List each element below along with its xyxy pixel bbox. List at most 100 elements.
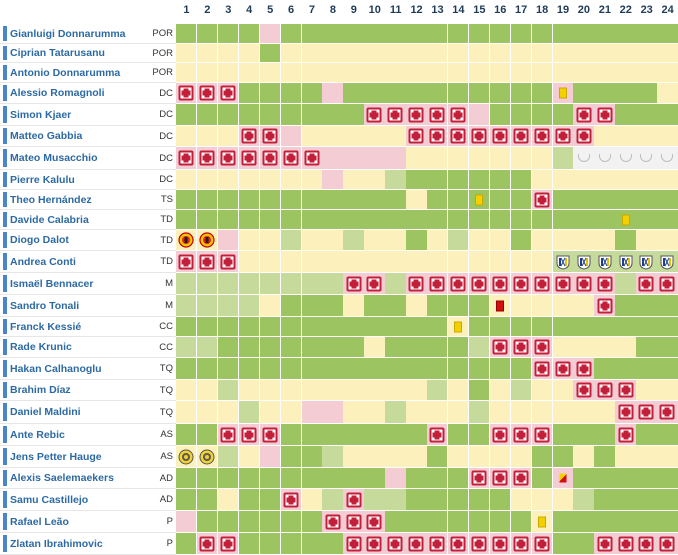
match-cell[interactable] <box>217 446 240 468</box>
match-cell[interactable] <box>322 251 344 273</box>
match-cell[interactable] <box>406 83 428 104</box>
match-cell[interactable] <box>406 489 428 511</box>
match-cell[interactable] <box>615 170 637 190</box>
match-cell[interactable] <box>427 533 449 555</box>
match-cell[interactable] <box>280 401 302 424</box>
player-name[interactable]: Mateo Musacchio <box>10 152 98 164</box>
match-cell[interactable] <box>636 401 658 424</box>
match-cell[interactable] <box>176 83 198 104</box>
match-cell[interactable] <box>636 468 658 489</box>
match-cell[interactable] <box>427 63 449 83</box>
match-cell[interactable] <box>468 170 491 190</box>
match-cell[interactable] <box>217 424 240 446</box>
match-cell[interactable] <box>343 337 365 358</box>
match-cell[interactable] <box>217 190 240 210</box>
match-cell[interactable] <box>301 295 323 317</box>
match-cell[interactable] <box>364 358 386 380</box>
match-cell[interactable] <box>259 190 282 210</box>
match-cell[interactable] <box>657 511 678 533</box>
match-cell[interactable] <box>280 170 302 190</box>
match-cell[interactable] <box>385 273 407 295</box>
match-cell[interactable] <box>573 273 595 295</box>
match-cell[interactable] <box>238 83 261 104</box>
match-cell[interactable] <box>343 446 365 468</box>
match-cell[interactable] <box>594 533 616 555</box>
match-cell[interactable] <box>573 446 595 468</box>
match-cell[interactable] <box>322 273 344 295</box>
match-cell[interactable] <box>573 489 595 511</box>
match-cell[interactable] <box>427 230 449 251</box>
match-cell[interactable] <box>259 489 282 511</box>
match-cell[interactable] <box>301 190 323 210</box>
match-cell[interactable] <box>196 424 219 446</box>
match-cell[interactable] <box>364 210 386 230</box>
match-cell[interactable] <box>636 251 658 273</box>
match-cell[interactable] <box>196 44 219 63</box>
match-cell[interactable] <box>238 424 261 446</box>
match-cell[interactable] <box>594 446 616 468</box>
match-cell[interactable] <box>364 380 386 401</box>
match-cell[interactable] <box>468 83 491 104</box>
match-cell[interactable] <box>280 489 302 511</box>
match-cell[interactable] <box>489 251 512 273</box>
player-name[interactable]: Theo Hernández <box>10 193 92 206</box>
match-cell[interactable] <box>343 401 365 424</box>
match-cell[interactable] <box>489 337 512 358</box>
match-cell[interactable] <box>552 104 574 126</box>
match-cell[interactable] <box>406 446 428 468</box>
match-cell[interactable] <box>615 126 637 147</box>
match-cell[interactable] <box>636 230 658 251</box>
match-cell[interactable] <box>447 489 470 511</box>
match-cell[interactable] <box>301 273 323 295</box>
match-cell[interactable] <box>364 446 386 468</box>
match-cell[interactable] <box>196 63 219 83</box>
player-name[interactable]: Andrea Conti <box>10 255 76 268</box>
match-cell[interactable] <box>594 147 616 170</box>
match-cell[interactable] <box>489 273 512 295</box>
match-cell[interactable] <box>217 83 240 104</box>
match-cell[interactable] <box>573 424 595 446</box>
match-cell[interactable] <box>406 401 428 424</box>
match-cell[interactable] <box>259 147 282 170</box>
match-cell[interactable] <box>280 380 302 401</box>
match-cell[interactable] <box>385 424 407 446</box>
match-cell[interactable] <box>322 24 344 44</box>
match-cell[interactable] <box>489 358 512 380</box>
match-cell[interactable] <box>573 126 595 147</box>
match-cell[interactable] <box>552 446 574 468</box>
match-cell[interactable] <box>406 44 428 63</box>
match-cell[interactable] <box>489 489 512 511</box>
match-cell[interactable] <box>594 401 616 424</box>
match-cell[interactable] <box>489 170 512 190</box>
match-cell[interactable] <box>406 24 428 44</box>
match-cell[interactable] <box>657 251 678 273</box>
match-cell[interactable] <box>573 83 595 104</box>
match-cell[interactable] <box>176 251 198 273</box>
match-cell[interactable] <box>510 468 533 489</box>
match-cell[interactable] <box>636 63 658 83</box>
match-cell[interactable] <box>447 104 470 126</box>
player-name[interactable]: Ante Rebic <box>10 428 65 441</box>
match-cell[interactable] <box>364 24 386 44</box>
match-cell[interactable] <box>615 446 637 468</box>
player-name[interactable]: Sandro Tonali <box>10 299 80 312</box>
match-cell[interactable] <box>259 63 282 83</box>
match-cell[interactable] <box>615 380 637 401</box>
match-cell[interactable] <box>447 424 470 446</box>
match-cell[interactable] <box>343 63 365 83</box>
match-cell[interactable] <box>615 273 637 295</box>
match-cell[interactable] <box>217 126 240 147</box>
player-name[interactable]: Ismaël Bennacer <box>10 277 94 290</box>
match-cell[interactable] <box>531 251 554 273</box>
match-cell[interactable] <box>489 401 512 424</box>
match-cell[interactable] <box>217 489 240 511</box>
match-cell[interactable] <box>196 380 219 401</box>
match-cell[interactable] <box>364 337 386 358</box>
match-cell[interactable] <box>615 424 637 446</box>
match-cell[interactable] <box>259 446 282 468</box>
match-cell[interactable] <box>406 295 428 317</box>
match-cell[interactable] <box>280 24 302 44</box>
match-cell[interactable] <box>468 380 491 401</box>
match-cell[interactable] <box>447 401 470 424</box>
match-cell[interactable] <box>636 44 658 63</box>
